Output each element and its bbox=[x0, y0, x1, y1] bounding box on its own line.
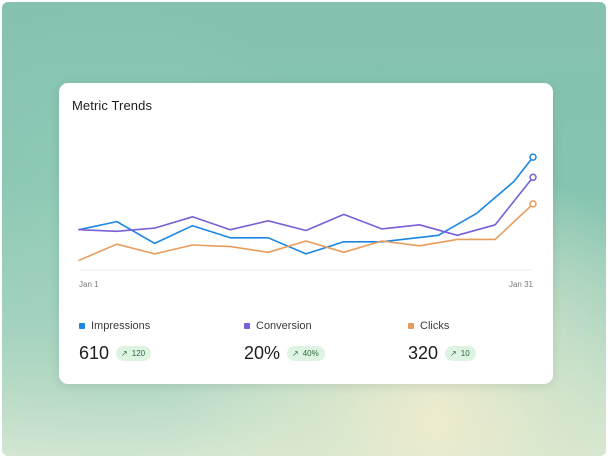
legend-impressions: Impressions 610 ↗ 120 bbox=[79, 319, 152, 379]
metric-trends-card: Metric Trends Jan 1 Jan 31 Impressions 6… bbox=[59, 83, 553, 384]
clicks-delta-badge: ↗ 10 bbox=[445, 346, 476, 361]
clicks-value: 320 bbox=[408, 343, 439, 363]
clicks-delta: 10 bbox=[460, 349, 470, 358]
clicks-line bbox=[78, 203, 534, 262]
series-layer bbox=[78, 153, 537, 262]
impressions-value: 610 bbox=[79, 343, 110, 363]
x-tick-start: Jan 1 bbox=[79, 280, 99, 289]
card-title: Metric Trends bbox=[72, 98, 153, 113]
arrow-up-right-icon: ↗ bbox=[450, 349, 457, 358]
x-tick-end: Jan 31 bbox=[509, 280, 534, 289]
impressions-end-marker bbox=[529, 153, 537, 161]
conversion-line bbox=[78, 176, 534, 237]
line-chart: Jan 1 Jan 31 bbox=[78, 153, 537, 289]
clicks-end-marker bbox=[529, 200, 537, 208]
arrow-up-right-icon: ↗ bbox=[292, 349, 299, 358]
impressions-delta-badge: ↗ 120 bbox=[116, 346, 152, 361]
legend-clicks: Clicks 320 ↗ 10 bbox=[408, 319, 476, 379]
conversion-label: Conversion bbox=[256, 320, 312, 332]
impressions-label: Impressions bbox=[91, 320, 151, 332]
clicks-swatch bbox=[408, 323, 414, 329]
impressions-swatch bbox=[79, 323, 85, 329]
impressions-line bbox=[78, 156, 534, 255]
legend-conversion: Conversion 20% ↗ 40% bbox=[244, 319, 325, 379]
clicks-label: Clicks bbox=[420, 320, 450, 332]
arrow-up-right-icon: ↗ bbox=[121, 349, 128, 358]
conversion-end-marker bbox=[529, 173, 537, 182]
conversion-delta-badge: ↗ 40% bbox=[287, 346, 325, 361]
conversion-value: 20% bbox=[244, 343, 281, 363]
conversion-delta: 40% bbox=[302, 349, 319, 358]
impressions-delta: 120 bbox=[131, 349, 146, 358]
conversion-swatch bbox=[244, 323, 250, 329]
